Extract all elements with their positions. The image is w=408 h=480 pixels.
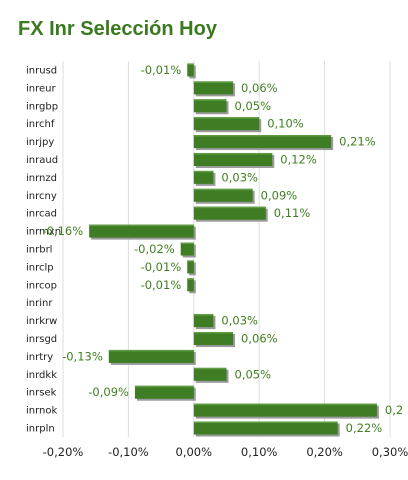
value-label: 0,06%	[241, 332, 278, 346]
category-label: inrtry	[26, 352, 53, 363]
bar	[193, 367, 227, 381]
bars	[89, 63, 379, 437]
category-label: inrchf	[26, 119, 55, 130]
value-label: 0,03%	[221, 314, 258, 328]
value-label: 0,11%	[274, 206, 311, 220]
bar-highlight	[187, 278, 194, 280]
x-tick-label: -0,10%	[108, 445, 149, 459]
bar-highlight	[193, 135, 332, 137]
bar-highlight	[193, 188, 253, 191]
x-tick-label: 0,20%	[306, 445, 343, 459]
value-label: 0,22%	[346, 421, 383, 435]
bar-highlight	[187, 63, 194, 65]
x-tick-label: 0,10%	[241, 445, 278, 459]
category-label: inrkrw	[26, 316, 57, 327]
bar-highlight	[89, 224, 194, 227]
bar-highlight	[193, 99, 227, 101]
bar	[187, 63, 194, 77]
category-label: inrjpy	[26, 137, 54, 148]
category-label: inrnzd	[26, 173, 57, 184]
category-label: inrinr	[26, 298, 53, 309]
value-label: -0,09%	[88, 385, 129, 399]
category-label: inrusd	[26, 65, 57, 76]
category-label: inrmxn	[26, 227, 61, 238]
category-label: inrcad	[26, 209, 57, 220]
category-label: inreur	[26, 83, 56, 94]
bar	[193, 117, 260, 131]
x-tick-label: 0,30%	[372, 445, 408, 459]
value-label: 0,2	[385, 403, 403, 417]
bar	[193, 421, 338, 435]
category-label: inrdkk	[26, 370, 57, 381]
chart-title: FX Inr Selección Hoy	[18, 18, 217, 40]
value-label: -0,13%	[62, 349, 103, 363]
bar	[193, 135, 332, 149]
value-label: -0,02%	[134, 242, 175, 256]
bar	[108, 349, 194, 363]
value-label: -0,01%	[141, 260, 182, 274]
bar	[193, 206, 266, 220]
x-tick-label: -0,20%	[43, 445, 84, 459]
category-label: inrpln	[26, 424, 55, 435]
bar-highlight	[193, 206, 266, 209]
category-label: inrsgd	[26, 334, 57, 345]
value-label: -0,16%	[42, 224, 83, 238]
bar-highlight	[108, 349, 194, 352]
bar	[193, 81, 234, 95]
bar-highlight	[193, 117, 260, 119]
category-label: inrcop	[26, 280, 57, 291]
bar-highlight	[193, 367, 227, 370]
bar-highlight	[193, 170, 214, 173]
bar	[187, 260, 194, 274]
bar	[134, 385, 194, 399]
category-label: inrsek	[26, 388, 57, 399]
bar-highlight	[134, 385, 194, 388]
labels: -0,20% -0,10% 0,00% 0,10% 0,20% 0,30% inrusd -0…	[26, 63, 408, 459]
bar-highlight	[180, 242, 194, 244]
bar-highlight	[193, 81, 234, 83]
value-label: -0,01%	[141, 63, 182, 77]
bar	[193, 188, 253, 202]
bar-highlight	[193, 314, 214, 316]
value-label: 0,06%	[241, 81, 278, 95]
bar-highlight	[193, 152, 273, 155]
value-label: 0,03%	[221, 170, 258, 184]
bar	[193, 170, 214, 184]
value-label: 0,05%	[235, 99, 272, 113]
bar	[193, 152, 273, 166]
bar-highlight	[193, 332, 234, 334]
category-label: inrgbp	[26, 101, 58, 112]
bar	[193, 314, 214, 328]
bar	[193, 403, 377, 417]
category-label: inrnok	[26, 406, 58, 417]
value-label: 0,05%	[235, 367, 272, 381]
category-label: inrclp	[26, 262, 54, 273]
value-label: -0,01%	[141, 278, 182, 292]
category-label: inrcny	[26, 191, 57, 202]
bar-highlight	[193, 421, 338, 424]
bar	[193, 99, 227, 113]
value-label: 0,09%	[261, 188, 298, 202]
bar-highlight	[193, 403, 377, 406]
bar	[193, 332, 234, 346]
value-label: 0,12%	[280, 152, 317, 166]
bar	[187, 278, 194, 292]
bar	[89, 224, 194, 238]
bar-highlight	[187, 260, 194, 262]
value-label: 0,10%	[267, 117, 304, 131]
x-tick-label: 0,00%	[176, 445, 213, 459]
category-label: inrbrl	[26, 245, 52, 256]
value-label: 0,21%	[339, 135, 376, 149]
category-label: inraud	[26, 155, 58, 166]
bar	[180, 242, 194, 256]
